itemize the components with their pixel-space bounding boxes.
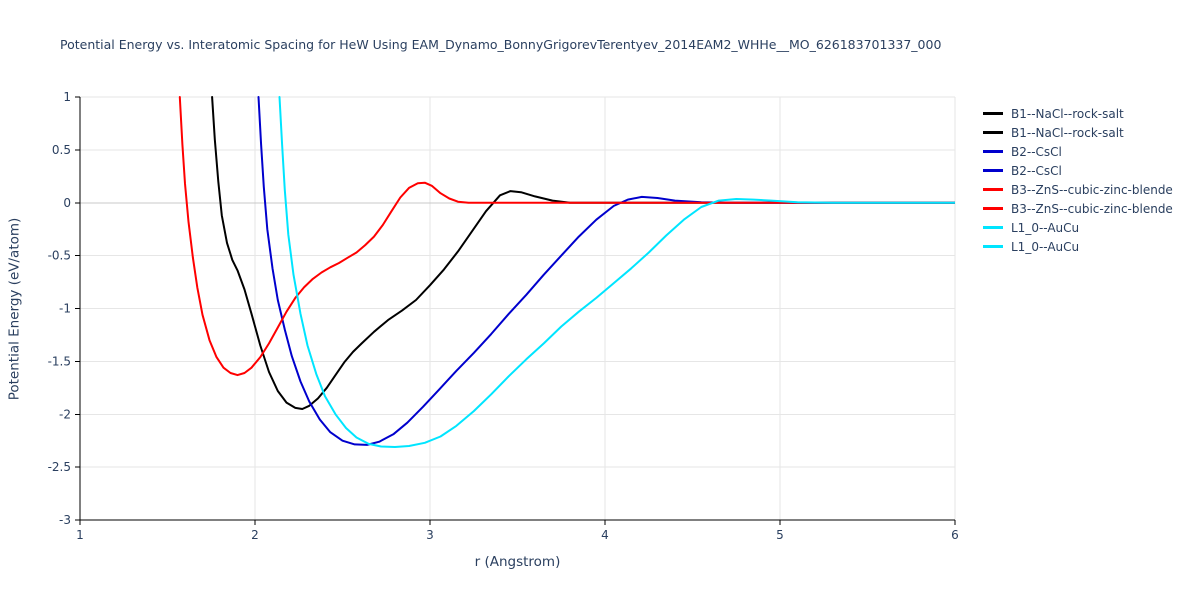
legend-item[interactable]: B3--ZnS--cubic-zinc-blende [983, 180, 1173, 199]
x-axis-label: r (Angstrom) [474, 554, 561, 570]
chart-title: Potential Energy vs. Interatomic Spacing… [60, 37, 942, 52]
legend-label: L1_0--AuCu [1011, 239, 1080, 254]
y-tick-label: 0.5 [52, 143, 71, 157]
y-axis-label-text: Potential Energy (eV/atom) [6, 217, 22, 400]
series-line-B2--CsCl[interactable] [257, 96, 956, 446]
legend-item[interactable]: L1_0--AuCu [983, 237, 1173, 256]
y-axis-label: Potential Energy (eV/atom) [0, 97, 28, 520]
legend-item[interactable]: B2--CsCl [983, 142, 1173, 161]
series-line-B3--ZnS--cubic-zinc-blende[interactable] [178, 96, 955, 377]
legend-swatch [983, 226, 1003, 229]
legend-label: B3--ZnS--cubic-zinc-blende [1011, 201, 1173, 216]
legend-label: L1_0--AuCu [1011, 220, 1080, 235]
legend-label: B3--ZnS--cubic-zinc-blende [1011, 182, 1173, 197]
x-tick-label: 5 [776, 528, 784, 542]
y-tick-label: -3 [59, 513, 71, 527]
legend-swatch [983, 207, 1003, 210]
legend-item[interactable]: L1_0--AuCu [983, 218, 1173, 237]
y-tick-label: -1.5 [48, 354, 71, 368]
legend-swatch [983, 131, 1003, 134]
y-tick-label: -1 [59, 302, 71, 316]
x-tick-label: 2 [251, 528, 259, 542]
legend-swatch [983, 112, 1003, 115]
legend-label: B1--NaCl--rock-salt [1011, 106, 1124, 121]
x-tick-label: 1 [76, 528, 84, 542]
x-tick-label: 6 [951, 528, 959, 542]
legend-label: B2--CsCl [1011, 163, 1062, 178]
legend-item[interactable]: B3--ZnS--cubic-zinc-blende [983, 199, 1173, 218]
series-line-L1_0--AuCu[interactable] [278, 96, 956, 448]
y-tick-label: 1 [63, 90, 71, 104]
legend: B1--NaCl--rock-salt B1--NaCl--rock-salt B2… [983, 104, 1173, 256]
y-tick-label: -2 [59, 407, 71, 421]
legend-item[interactable]: B1--NaCl--rock-salt [983, 123, 1173, 142]
legend-item[interactable]: B2--CsCl [983, 161, 1173, 180]
legend-item[interactable]: B1--NaCl--rock-salt [983, 104, 1173, 123]
legend-swatch [983, 188, 1003, 191]
legend-label: B1--NaCl--rock-salt [1011, 125, 1124, 140]
legend-swatch [983, 245, 1003, 248]
x-tick-label: 3 [426, 528, 434, 542]
y-tick-label: 0 [63, 196, 71, 210]
x-tick-label: 4 [601, 528, 609, 542]
series-line-B1--NaCl--rock-salt[interactable] [211, 96, 955, 410]
legend-label: B2--CsCl [1011, 144, 1062, 159]
y-tick-label: -0.5 [48, 249, 71, 263]
legend-swatch [983, 169, 1003, 172]
legend-swatch [983, 150, 1003, 153]
y-tick-label: -2.5 [48, 460, 71, 474]
